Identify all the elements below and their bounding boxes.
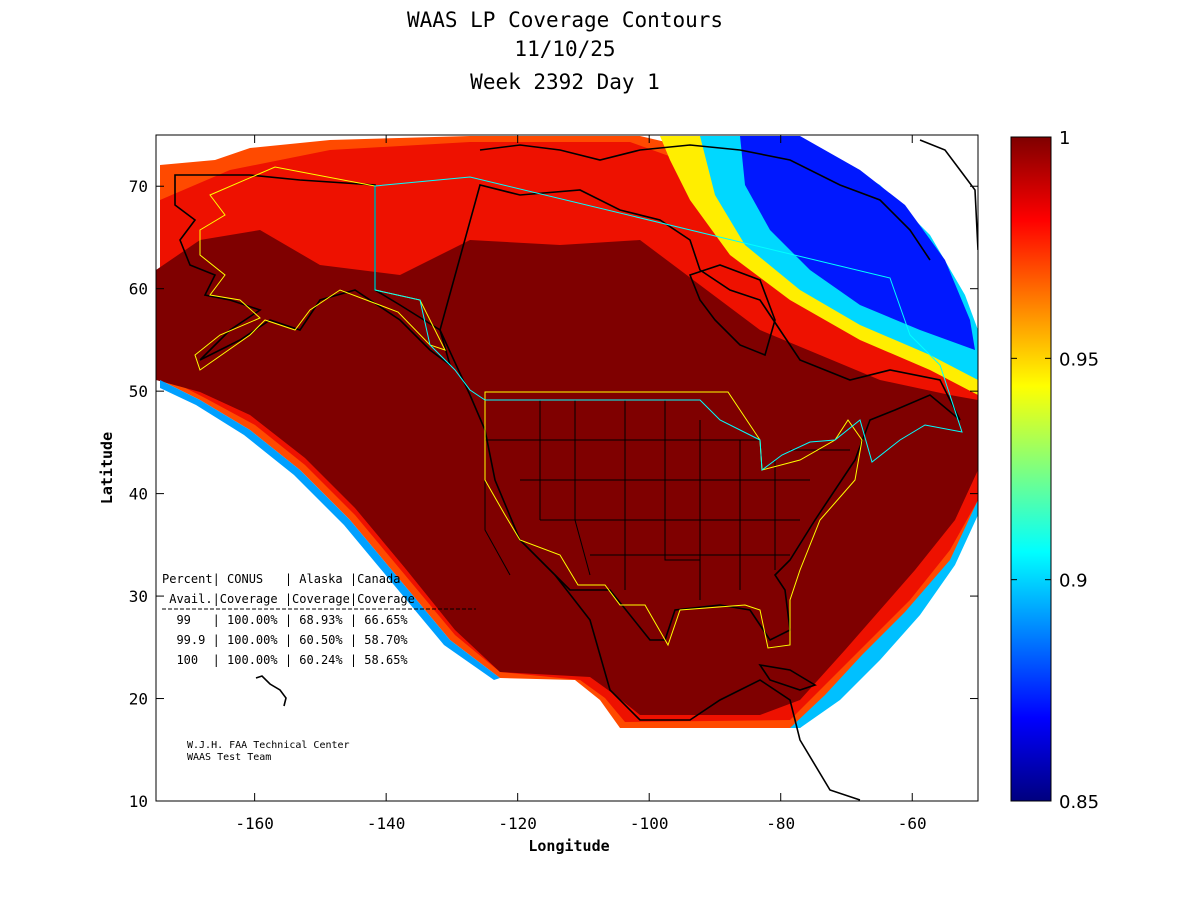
y-axis-label: Latitude — [98, 432, 116, 504]
coverage-pacific-edge — [160, 380, 500, 680]
coverage-low-band-inner — [740, 136, 975, 350]
y-axis-ticks: 10 20 30 40 50 60 70 — [129, 177, 978, 811]
map-plot-area — [156, 135, 978, 801]
y-tick-label: 20 — [129, 690, 148, 709]
credit-line-1: W.J.H. FAA Technical Center — [187, 740, 350, 751]
coast-mexico — [554, 574, 861, 801]
title-line-2: 11/10/25 — [514, 37, 615, 61]
coast-arctic-islands — [479, 144, 931, 261]
x-tick-label: -120 — [498, 814, 537, 833]
plot-frame — [155, 134, 979, 802]
coast-cuba — [758, 663, 817, 691]
colorbar-tick-label: 0.9 — [1059, 571, 1088, 592]
y-tick-label: 30 — [129, 587, 148, 606]
y-tick-label: 60 — [129, 280, 148, 299]
stats-header-2: Avail.|Coverage |Coverage|Coverage — [162, 592, 415, 606]
conus-region-boundary — [484, 391, 863, 649]
coast-greenland — [919, 139, 978, 251]
y-tick-label: 40 — [129, 485, 148, 504]
title-line-1: WAAS LP Coverage Contours — [407, 8, 723, 32]
coastlines — [174, 139, 978, 801]
coast-alaska — [174, 174, 452, 368]
x-axis-label: Longitude — [528, 837, 609, 855]
coast-hudson-bay — [688, 264, 776, 357]
stats-table: Percent| CONUS | Alaska |Canada Avail.|C… — [162, 572, 476, 667]
y-tick-label: 70 — [129, 177, 148, 196]
colorbar-tick-label: 0.95 — [1059, 349, 1099, 370]
title-line-3: Week 2392 Day 1 — [470, 70, 660, 94]
stats-row: 99.9 | 100.00% | 60.50% | 58.70% — [162, 633, 408, 647]
x-axis-ticks: -160 -140 -120 -100 -80 -60 — [235, 135, 927, 833]
x-tick-label: -100 — [630, 814, 669, 833]
stats-header-1: Percent| CONUS | Alaska |Canada — [162, 572, 400, 586]
x-tick-label: -160 — [235, 814, 274, 833]
y-tick-label: 10 — [129, 792, 148, 811]
colorbar-ticks: 1 0.95 0.9 0.85 — [1011, 128, 1099, 813]
stats-row: 99 | 100.00% | 68.93% | 66.65% — [162, 613, 408, 627]
stats-row: 100 | 100.00% | 60.24% | 58.65% — [162, 653, 408, 667]
x-tick-label: -60 — [898, 814, 927, 833]
colorbar — [1010, 136, 1052, 802]
coverage-core — [156, 230, 978, 715]
coast-hawaii — [255, 675, 287, 707]
y-tick-label: 50 — [129, 382, 148, 401]
x-tick-label: -140 — [367, 814, 406, 833]
credit-line-2: WAAS Test Team — [187, 752, 271, 763]
x-tick-label: -80 — [766, 814, 795, 833]
canada-region-boundary — [374, 176, 963, 471]
coast-north-america — [439, 184, 961, 642]
colorbar-tick-label: 0.85 — [1059, 792, 1099, 813]
colorbar-tick-label: 1 — [1059, 128, 1070, 149]
